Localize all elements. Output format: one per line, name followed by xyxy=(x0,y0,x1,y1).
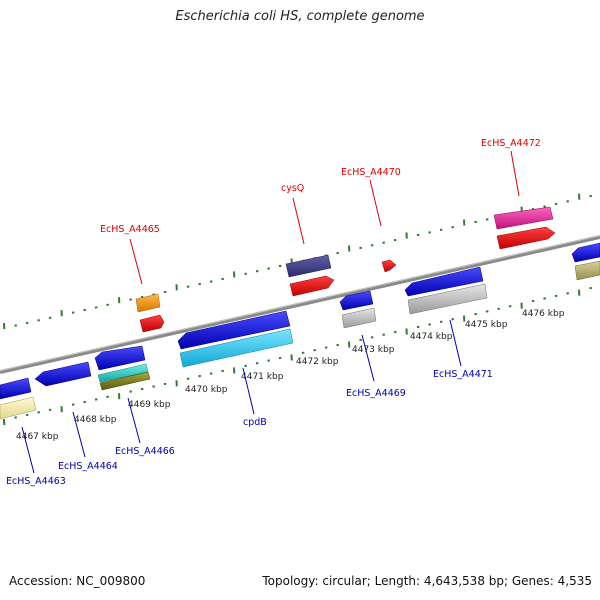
genome-backbone-highlight xyxy=(0,235,600,372)
scale-label: 4475 kbp xyxy=(465,320,508,330)
gene-arrow-magenta[interactable] xyxy=(493,206,554,230)
gene-arrow-blue-ecHS-A4471[interactable] xyxy=(404,266,484,297)
gene-arrow-red-ecHS-A4472[interactable] xyxy=(496,226,556,250)
gene-arrow-yellow[interactable] xyxy=(0,396,37,420)
gene-arrow-red-cysQ[interactable] xyxy=(289,275,335,297)
forward-gene-labels: EcHS_A4465 cysQ EcHS_A4470 EcHS_A4472 xyxy=(100,138,541,285)
callout-line xyxy=(127,397,141,444)
gene-arrow-blue-cpdB[interactable] xyxy=(177,310,291,350)
gene-label-ecHS-A4472[interactable]: EcHS_A4472 xyxy=(481,138,541,149)
callout-line xyxy=(72,411,86,458)
gene-arrow-blue[interactable] xyxy=(34,361,92,387)
genome-backbone xyxy=(0,235,600,374)
scale-label: 4470 kbp xyxy=(185,385,228,395)
gene-label-cysQ[interactable]: cysQ xyxy=(281,183,304,194)
scale-label: 4476 kbp xyxy=(522,309,565,319)
callout-line xyxy=(242,367,255,415)
gene-label-ecHS-A4469[interactable]: EcHS_A4469 xyxy=(346,388,406,399)
gene-arrow-orange[interactable] xyxy=(135,293,161,313)
scale-label: 4469 kbp xyxy=(128,400,171,410)
gene-label-ecHS-A4470[interactable]: EcHS_A4470 xyxy=(341,167,401,178)
gene-arrow-gray[interactable] xyxy=(407,283,488,315)
gene-arrow-gray[interactable] xyxy=(341,307,377,329)
callout-line xyxy=(510,150,520,197)
callout-line xyxy=(369,179,382,227)
gene-arrow-navy[interactable] xyxy=(285,254,332,278)
callout-line xyxy=(21,426,35,474)
reverse-gene-labels: EcHS_A4463 EcHS_A4464 EcHS_A4466 cpdB Ec… xyxy=(6,319,493,487)
gene-label-cpdB[interactable]: cpdB xyxy=(243,417,267,428)
callout-line xyxy=(292,197,305,245)
callout-line xyxy=(361,334,375,382)
callout-line xyxy=(449,319,462,367)
scale-label: 4472 kbp xyxy=(296,357,339,367)
gene-arrow-blue-ecHS-A4469[interactable] xyxy=(339,290,374,311)
genome-summary-text: Topology: circular; Length: 4,643,538 bp… xyxy=(262,574,592,588)
forward-gene-track xyxy=(135,206,556,333)
scale-label: 4471 kbp xyxy=(241,372,284,382)
gene-label-ecHS-A4463[interactable]: EcHS_A4463 xyxy=(6,476,66,487)
gene-arrow-cyan[interactable] xyxy=(179,328,294,368)
reverse-gene-track xyxy=(0,242,600,420)
scale-labels: 4467 kbp 4468 kbp 4469 kbp 4470 kbp 4471… xyxy=(16,309,565,442)
scale-label: 4468 kbp xyxy=(74,415,117,425)
scale-label: 4473 kbp xyxy=(352,345,395,355)
accession-text: Accession: NC_009800 xyxy=(9,574,146,588)
scale-label: 4474 kbp xyxy=(410,332,453,342)
gene-arrow-olive[interactable] xyxy=(99,371,151,391)
page-title: Escherichia coli HS, complete genome xyxy=(175,9,425,24)
gene-arrow-red-ecHS-A4465[interactable] xyxy=(139,314,165,333)
gene-arrow-khaki[interactable] xyxy=(574,260,600,281)
gene-arrow-red-ecHS-A4470[interactable] xyxy=(381,259,397,273)
gene-arrow-blue[interactable] xyxy=(94,345,146,371)
outer-tick-row xyxy=(3,193,592,330)
inner-tick-row xyxy=(3,286,592,426)
callout-line xyxy=(129,238,143,285)
scale-label: 4467 kbp xyxy=(16,432,59,442)
gene-label-ecHS-A4464[interactable]: EcHS_A4464 xyxy=(58,461,118,472)
gene-arrow-blue[interactable] xyxy=(571,242,600,263)
gene-label-ecHS-A4466[interactable]: EcHS_A4466 xyxy=(115,446,175,457)
gene-label-ecHS-A4465[interactable]: EcHS_A4465 xyxy=(100,224,160,235)
gene-arrow-blue[interactable] xyxy=(0,377,32,400)
gene-label-ecHS-A4471[interactable]: EcHS_A4471 xyxy=(433,369,493,380)
